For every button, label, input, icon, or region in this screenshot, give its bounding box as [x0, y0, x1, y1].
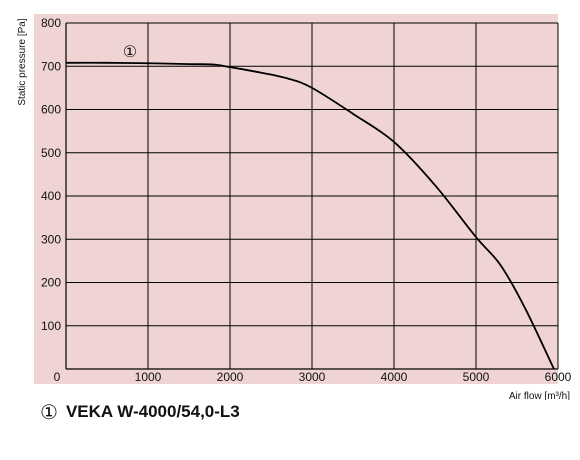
x-tick-label-5: 5000: [463, 370, 490, 384]
x-axis-label: Air flow [m³/h]: [509, 391, 570, 400]
x-tick-label-2: 2000: [217, 370, 244, 384]
y-tick-label-1: 200: [41, 276, 61, 290]
legend-marker: ①: [40, 400, 58, 424]
pressure-flow-chart: 0 1000 2000 3000 4000 5000 6000 100 200 300 400 500…: [17, 14, 572, 400]
legend-series-name: VEKA W-4000/54,0-L3: [65, 402, 240, 421]
x-tick-label-3: 3000: [299, 370, 326, 384]
x-tick-label-4: 4000: [381, 370, 408, 384]
curve-marker-label: ①: [123, 42, 137, 61]
chart-area: 0 1000 2000 3000 4000 5000 6000 100 200 300 400 500…: [17, 14, 572, 400]
y-tick-label-5: 600: [41, 103, 61, 117]
x-tick-label-0: 0: [54, 370, 61, 384]
y-tick-label-6: 700: [41, 59, 61, 73]
x-tick-label-1: 1000: [135, 370, 162, 384]
chart-background: [34, 14, 558, 384]
y-axis-label: Static pressure [Pa]: [17, 18, 28, 105]
y-tick-label-3: 400: [41, 189, 61, 203]
y-tick-label-4: 500: [41, 146, 61, 160]
y-tick-label-0: 100: [41, 319, 61, 333]
y-tick-label-7: 800: [41, 16, 61, 30]
series-line-0: [65, 61, 555, 370]
y-tick-label-2: 300: [41, 232, 61, 246]
x-tick-label-6: 6000: [545, 370, 572, 384]
legend: ① VEKA W-4000/54,0-L3: [40, 400, 240, 424]
